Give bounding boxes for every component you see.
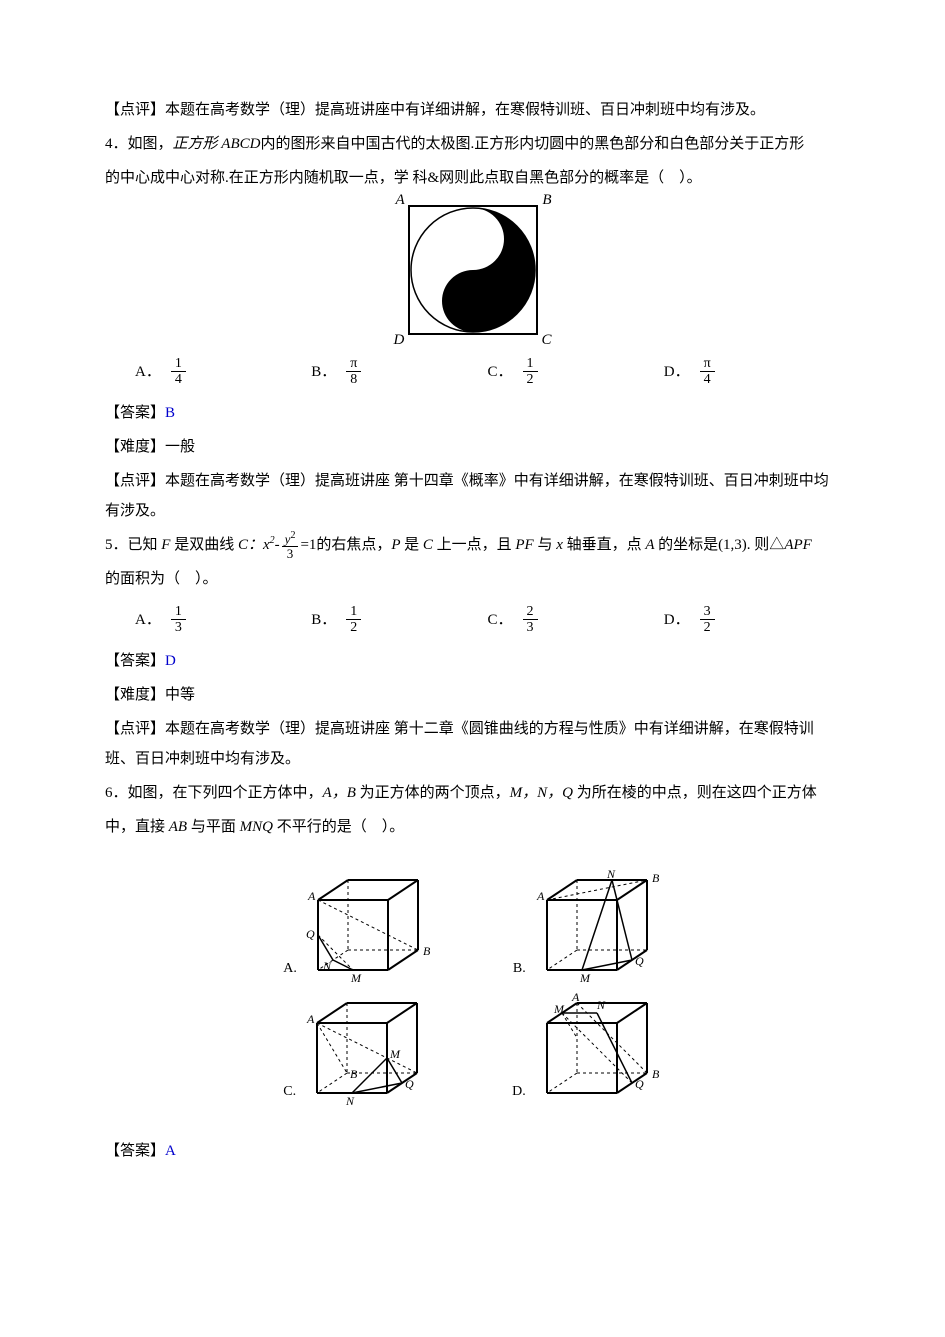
cube-d: D. [512,993,662,1108]
q4-figure: A B C D [105,205,840,344]
q4-line2: 的中心成中心对称.在正方形内随机取一点，学 科&网则此点取自黑色部分的概率是（ … [105,163,840,193]
q5-option-c: C． 23 [488,604,664,636]
cube-b-Q: Q [635,954,644,968]
taiji-label-d: D [394,325,405,355]
cube-b-A: A [536,889,545,903]
cube-a-M: M [350,971,362,985]
q5-options: A． 13 B． 12 C． 23 D． 32 [105,604,840,636]
cube-c-svg: A B M N Q [302,993,432,1108]
cube-c-M: M [389,1047,401,1061]
q4-difficulty: 【难度】 一般 [105,432,840,462]
q5-option-d: D． 32 [664,604,840,636]
cube-d-B: B [652,1067,660,1081]
cube-a: A. A [283,870,433,985]
cube-c: C. [283,993,432,1108]
cube-c-Q: Q [405,1077,414,1091]
cube-b-M: M [579,971,591,985]
q4-highlight: 正方形 ABCD [173,136,261,152]
taiji-label-b: B [542,185,551,215]
cube-d-M: M [553,1002,565,1016]
q5-x2: x2 [263,537,275,553]
q4-number: 4． [105,136,128,152]
cube-a-svg: A B Q N M [303,870,433,985]
q6-answer: 【答案】 A [105,1136,840,1166]
cube-d-A: A [571,993,580,1004]
taiji-label-a: A [396,185,405,215]
taiji-svg [410,207,536,333]
q5-text: 5．已知 F 是双曲线 C：x2-y23=1的右焦点，P 是 C 上一点，且 P… [105,530,840,560]
q4-option-a: A． 14 [135,356,311,388]
taiji-label-c: C [541,325,551,355]
cube-d-svg: A B M N Q [532,993,662,1108]
cube-c-N: N [345,1094,355,1108]
cube-b-B: B [652,871,660,885]
q5-option-b: B． 12 [311,604,487,636]
q6-line2: 中，直接 AB 与平面 MNQ 不平行的是（ ）。 [105,812,840,842]
q4-text: 4．如图，正方形 ABCD内的图形来自中国古代的太极图.正方形内切圆中的黑色部分… [105,129,840,159]
cube-b: B. A [513,870,662,985]
q4-options: A． 14 B． π8 C． 12 D． π4 [105,356,840,388]
q4-review: 【点评】本题在高考数学（理）提高班讲座 第十四章《概率》中有详细讲解，在寒假特训… [105,466,840,526]
cube-c-B: B [350,1067,358,1081]
q5-review: 【点评】本题在高考数学（理）提高班讲座 第十二章《圆锥曲线的方程与性质》中有详细… [105,714,840,774]
cube-d-Q: Q [635,1077,644,1091]
cube-c-A: A [306,1012,315,1026]
q5-difficulty: 【难度】 中等 [105,680,840,710]
q5-answer: 【答案】 D [105,646,840,676]
q4-option-d: D． π4 [664,356,840,388]
cube-b-svg: A B N M Q [532,870,662,985]
q4-intro: 如图， [128,136,173,152]
q5-y2over3: y23 [282,531,299,559]
q6-figure: A. A [105,862,840,1116]
q4-option-c: C． 12 [488,356,664,388]
q4-answer: 【答案】 B [105,398,840,428]
cube-b-N: N [606,870,616,881]
cube-a-A: A [307,889,316,903]
q4-rest1: 内的图形来自中国古代的太极图.正方形内切圆中的黑色部分和白色部分关于正方形 [260,136,804,152]
cube-d-N: N [596,998,606,1012]
q6-text: 6．如图，在下列四个正方体中，A，B 为正方体的两个顶点，M，N，Q 为所在棱的… [105,778,840,808]
review-q3: 【点评】本题在高考数学（理）提高班讲座中有详细讲解，在寒假特训班、百日冲刺班中均… [105,95,840,125]
q5-line2: 的面积为（ ）。 [105,564,840,594]
cube-a-N: N [322,959,332,973]
cube-a-B: B [423,944,431,958]
cube-a-Q: Q [306,927,315,941]
q5-option-a: A． 13 [135,604,311,636]
q4-option-b: B． π8 [311,356,487,388]
